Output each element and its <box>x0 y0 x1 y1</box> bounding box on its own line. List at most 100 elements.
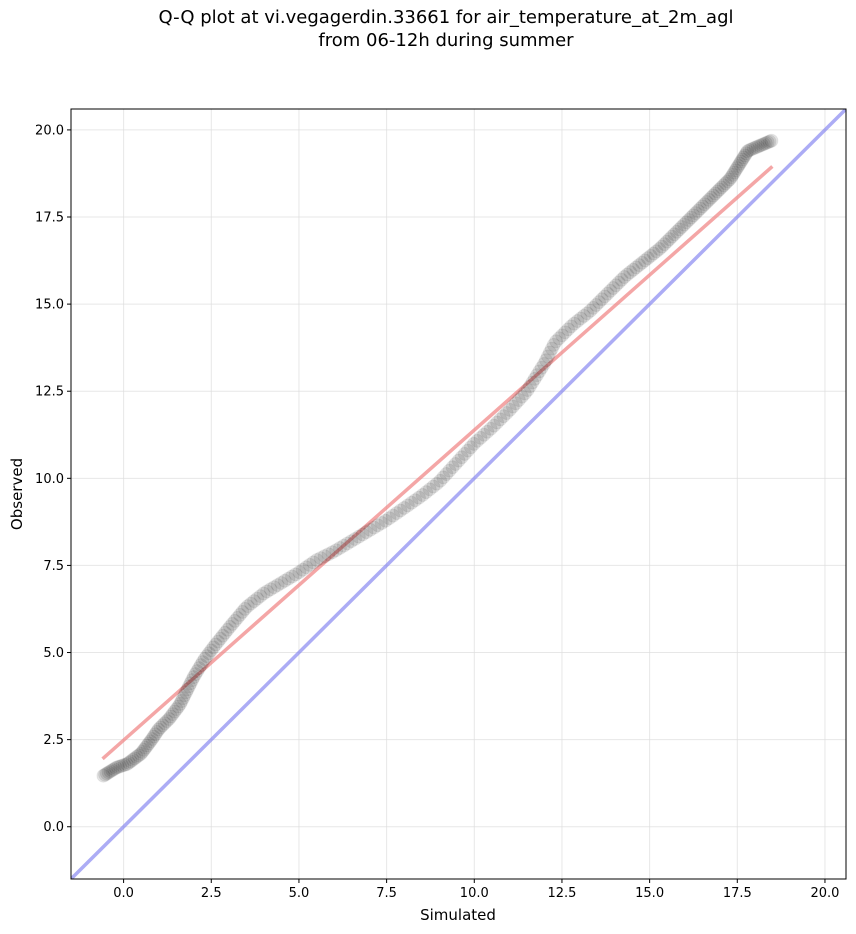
qq-point <box>742 143 757 158</box>
qq-point <box>679 215 694 230</box>
qq-point <box>288 567 303 582</box>
x-axis-ticks: 0.0 2.5 5.0 7.5 10.0 12.5 15.0 17.5 20.0 <box>113 879 839 901</box>
qq-point <box>309 553 324 568</box>
qq-point <box>145 731 160 746</box>
qq-point <box>544 341 559 356</box>
qq-point <box>171 699 186 714</box>
qq-point <box>400 498 415 513</box>
qq-point <box>213 631 228 646</box>
qq-point <box>151 722 166 737</box>
qq-point <box>657 237 672 252</box>
y-tick-label: 20.0 <box>35 123 64 138</box>
qq-point <box>103 764 118 779</box>
qq-point <box>542 345 557 360</box>
qq-point <box>237 601 252 616</box>
qq-point <box>735 152 750 167</box>
qq-point <box>135 744 150 759</box>
qq-point <box>752 138 767 153</box>
qq-point <box>157 716 172 731</box>
qq-point <box>635 255 650 270</box>
qq-point <box>163 709 178 724</box>
qq-point <box>336 538 351 553</box>
qq-point <box>299 560 314 575</box>
qq-point <box>448 456 463 471</box>
qq-point <box>436 470 451 485</box>
qq-point <box>654 239 669 254</box>
qq-point <box>466 436 481 451</box>
qq-point <box>117 757 132 772</box>
x-tick-label: 15.0 <box>635 886 664 901</box>
qq-point <box>734 154 749 169</box>
qq-point <box>332 540 347 555</box>
qq-point <box>351 529 366 544</box>
chart-title-line2: from 06-12h during summer <box>318 30 574 51</box>
qq-point <box>659 234 674 249</box>
qq-point <box>652 242 667 257</box>
qq-point <box>169 702 184 717</box>
qq-point <box>127 751 142 766</box>
qq-point <box>302 557 317 572</box>
qq-point <box>677 217 692 232</box>
qq-point <box>617 270 632 285</box>
qq-point <box>718 176 733 191</box>
qq-point <box>190 664 205 679</box>
qq-point <box>712 182 727 197</box>
qq-point <box>192 661 207 676</box>
qq-point <box>764 133 779 148</box>
qq-point <box>177 688 192 703</box>
qq-point <box>404 495 419 510</box>
qq-point <box>363 522 378 537</box>
qq-point <box>123 754 138 769</box>
y-tick-label: 7.5 <box>43 559 64 574</box>
y-axis-label: Observed <box>8 458 26 530</box>
qq-point <box>141 736 156 751</box>
qq-point <box>720 174 735 189</box>
qq-point <box>445 460 460 475</box>
qq-point <box>105 763 120 778</box>
qq-point <box>567 316 582 331</box>
qq-point <box>133 746 148 761</box>
qq-point <box>522 379 537 394</box>
qq-point <box>215 628 230 643</box>
qq-point <box>558 325 573 340</box>
qq-point <box>597 289 612 304</box>
qq-point <box>359 525 374 540</box>
qq-point <box>573 311 588 326</box>
qq-point <box>744 142 759 157</box>
qq-point <box>725 167 740 182</box>
qq-point <box>620 267 635 282</box>
qq-point <box>508 396 523 411</box>
qq-point <box>496 409 511 424</box>
qq-point <box>486 418 501 433</box>
qq-point <box>165 707 180 722</box>
qq-point <box>235 604 250 619</box>
qq-point <box>174 694 189 709</box>
qq-point <box>99 766 114 781</box>
qq-point <box>348 531 363 546</box>
qq-point <box>728 163 743 178</box>
qq-point <box>240 599 255 614</box>
x-tick-label: 2.5 <box>201 886 222 901</box>
qq-point <box>538 353 553 368</box>
y-tick-label: 17.5 <box>35 211 64 226</box>
qq-point <box>710 184 725 199</box>
qq-point <box>185 673 200 688</box>
qq-point <box>473 430 488 445</box>
qq-point <box>277 573 292 588</box>
qq-point <box>505 399 520 414</box>
chart-title-line1: Q-Q plot at vi.vegagerdin.33661 for air_… <box>158 7 734 28</box>
qq-point <box>374 516 389 531</box>
qq-point <box>583 303 598 318</box>
qq-point <box>662 232 677 247</box>
qq-point <box>552 331 567 346</box>
qq-point <box>256 586 271 601</box>
qq-point <box>736 150 751 165</box>
qq-point <box>697 197 712 212</box>
qq-point <box>397 500 412 515</box>
qq-point <box>476 427 491 442</box>
x-tick-label: 20.0 <box>810 886 839 901</box>
qq-point <box>197 652 212 667</box>
qq-point <box>433 473 448 488</box>
x-tick-label: 12.5 <box>547 886 576 901</box>
qq-point <box>389 506 404 521</box>
